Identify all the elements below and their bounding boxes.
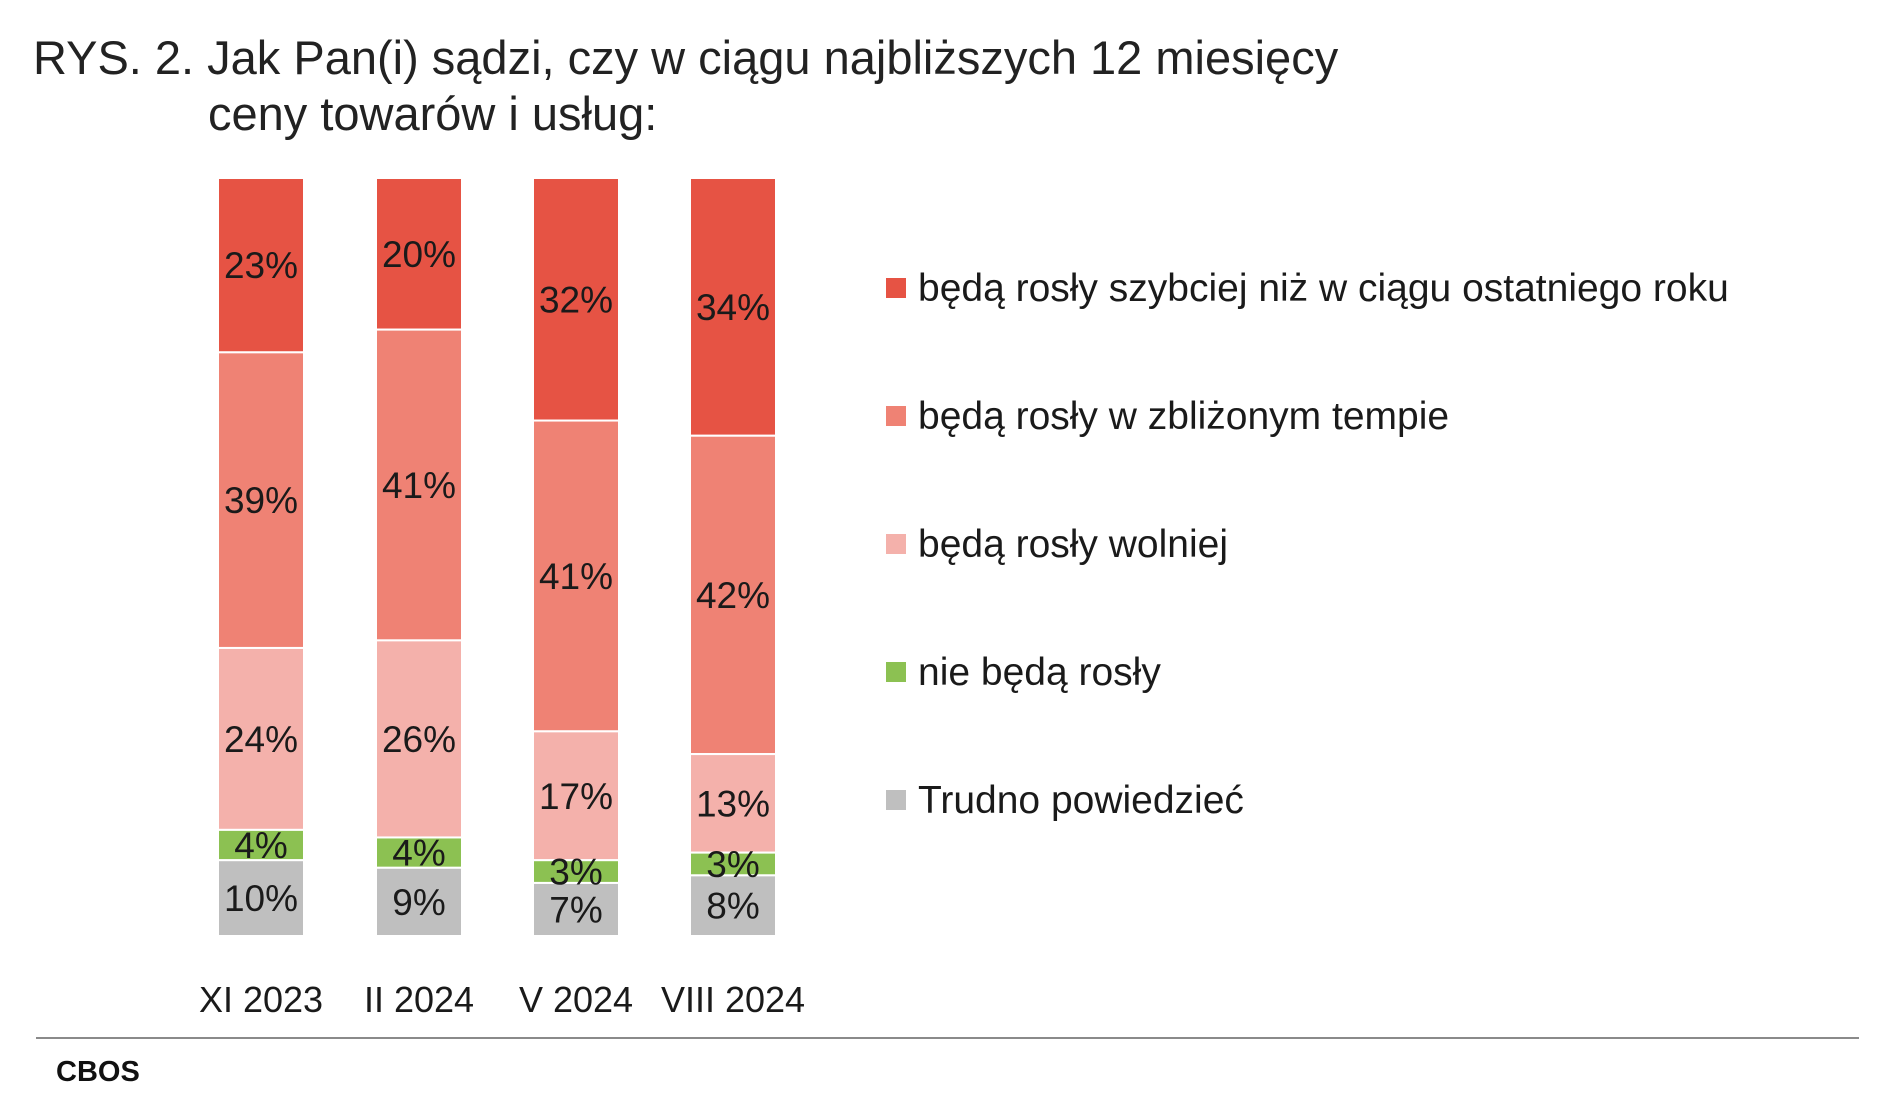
- legend-label: będą rosły w zbliżonym tempie: [918, 395, 1449, 438]
- chart-title-line-1: RYS. 2. Jak Pan(i) sądzi, czy w ciągu na…: [33, 31, 1339, 84]
- source-label: CBOS: [56, 1056, 140, 1088]
- x-tick-label: XI 2023: [199, 979, 323, 1020]
- x-tick-label: VIII 2024: [661, 979, 805, 1020]
- legend-swatch: [886, 278, 906, 298]
- data-label: 20%: [382, 234, 456, 275]
- data-label: 17%: [539, 776, 613, 817]
- legend-label: będą rosły wolniej: [918, 523, 1228, 566]
- legend-label: nie będą rosły: [918, 651, 1161, 694]
- x-tick-label: V 2024: [519, 979, 633, 1020]
- legend-swatch: [886, 534, 906, 554]
- bar-segment: [217, 646, 305, 831]
- data-label: 3%: [549, 852, 602, 893]
- bar-segment: [689, 177, 777, 437]
- data-label: 41%: [382, 465, 456, 506]
- data-label: 42%: [696, 575, 770, 616]
- legend: będą rosły szybciej niż w ciągu ostatnie…: [886, 267, 1729, 822]
- bar-segment: [689, 874, 777, 937]
- footer-divider: [36, 1037, 1859, 1039]
- bar-segment: [532, 730, 620, 862]
- bar-segment: [689, 434, 777, 756]
- x-axis-labels: XI 2023 II 2024 V 2024 VIII 2024: [199, 979, 805, 1020]
- data-label: 4%: [234, 825, 287, 866]
- data-label: 4%: [392, 833, 445, 874]
- bar-segment: [532, 881, 620, 938]
- chart-title-line-2: ceny towarów i usług:: [208, 87, 658, 140]
- data-label: 7%: [549, 889, 602, 930]
- bar-segment: [375, 639, 463, 839]
- data-label: 9%: [392, 882, 445, 923]
- data-label: 23%: [224, 245, 298, 286]
- data-label: 10%: [224, 878, 298, 919]
- bar-segment: [689, 753, 777, 854]
- data-label: 26%: [382, 719, 456, 760]
- data-label: 3%: [706, 844, 759, 885]
- bar-segment: [375, 328, 463, 642]
- legend-swatch: [886, 406, 906, 426]
- bar-segment: [217, 859, 305, 938]
- legend-label: będą rosły szybciej niż w ciągu ostatnie…: [918, 267, 1729, 310]
- data-label: 41%: [539, 556, 613, 597]
- legend-label: Trudno powiedzieć: [918, 779, 1244, 822]
- bar-segment: [532, 419, 620, 733]
- legend-swatch: [886, 662, 906, 682]
- data-label: 24%: [224, 719, 298, 760]
- data-label: 13%: [696, 783, 770, 824]
- bar-segment: [375, 866, 463, 938]
- bar-segment: [532, 177, 620, 422]
- chart-title: RYS. 2. Jak Pan(i) sądzi, czy w ciągu na…: [33, 30, 1533, 142]
- data-label: 34%: [696, 287, 770, 328]
- data-label: 39%: [224, 480, 298, 521]
- x-tick-label: II 2024: [364, 979, 474, 1020]
- data-label: 8%: [706, 886, 759, 927]
- data-label: 32%: [539, 279, 613, 320]
- legend-swatch: [886, 790, 906, 810]
- bar-segment: [375, 177, 463, 331]
- bars-layer: [217, 177, 777, 938]
- bar-segment: [217, 351, 305, 649]
- data-labels-layer: 23%39%24%4%10%20%41%26%4%9%32%41%17%3%7%…: [224, 234, 770, 931]
